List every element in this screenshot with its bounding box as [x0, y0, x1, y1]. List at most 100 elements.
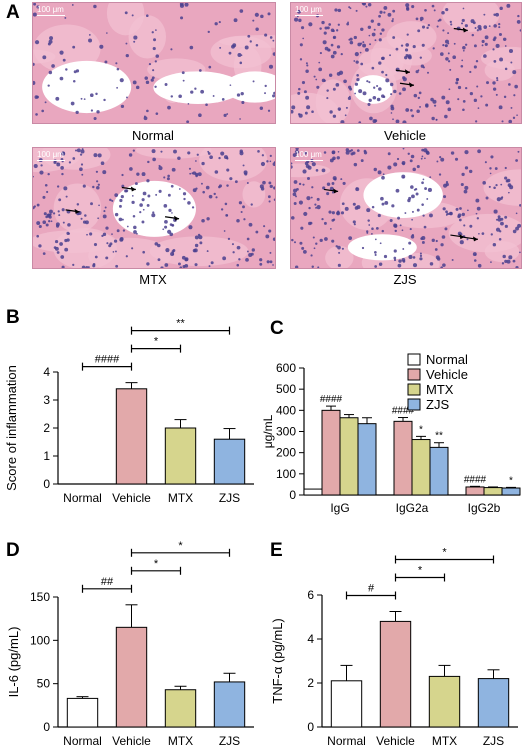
- x-tick-label-vehicle: Vehicle: [112, 491, 151, 505]
- scale-bar: [295, 160, 323, 161]
- cell-nucleus: [421, 203, 424, 206]
- cell-nucleus: [465, 86, 468, 90]
- arrow-head-icon: [408, 82, 414, 88]
- cell-nucleus: [93, 153, 98, 158]
- cell-nucleus: [193, 248, 198, 253]
- bar-mtx: [164, 689, 197, 728]
- cell-nucleus: [305, 95, 310, 100]
- cell-nucleus: [272, 39, 275, 42]
- cell-nucleus: [383, 254, 388, 259]
- cell-nucleus: [82, 184, 86, 188]
- cell-nucleus: [151, 213, 156, 218]
- cell-nucleus: [255, 27, 259, 32]
- cell-nucleus: [440, 266, 443, 268]
- cell-nucleus: [90, 202, 93, 206]
- histology-image-zjs: 100 μm: [290, 147, 522, 269]
- cell-nucleus: [355, 187, 360, 192]
- cell-nucleus: [497, 215, 501, 219]
- significance-label: *: [418, 565, 423, 577]
- significance-label: **: [435, 431, 443, 442]
- cell-nucleus: [315, 169, 319, 172]
- cell-nucleus: [167, 229, 172, 234]
- cell-nucleus: [387, 152, 391, 156]
- cell-nucleus: [424, 187, 427, 190]
- cell-nucleus: [456, 78, 459, 81]
- cell-nucleus: [367, 25, 372, 30]
- cell-nucleus: [376, 84, 379, 88]
- cell-nucleus: [360, 62, 364, 66]
- cell-nucleus: [475, 212, 478, 215]
- cell-nucleus: [504, 176, 508, 180]
- cell-nucleus: [133, 40, 136, 43]
- cell-nucleus: [311, 186, 314, 189]
- cell-nucleus: [119, 198, 123, 203]
- cell-nucleus: [241, 100, 245, 105]
- cell-nucleus: [338, 251, 341, 254]
- cell-nucleus: [447, 52, 450, 55]
- cell-nucleus: [190, 90, 194, 94]
- cell-nucleus: [80, 149, 85, 154]
- cell-nucleus: [476, 29, 479, 32]
- cell-nucleus: [136, 172, 140, 176]
- cell-nucleus: [454, 157, 459, 161]
- cell-nucleus: [240, 210, 243, 214]
- cell-nucleus: [304, 111, 308, 115]
- cell-nucleus: [40, 164, 43, 167]
- cell-nucleus: [95, 92, 98, 96]
- marrow-space: [42, 60, 132, 114]
- cell-nucleus: [295, 195, 297, 198]
- cell-nucleus: [421, 181, 424, 185]
- cell-nucleus: [119, 204, 122, 208]
- cell-nucleus: [56, 185, 60, 188]
- x-tick-label-mtx: MTX: [432, 734, 457, 748]
- cell-nucleus: [246, 250, 249, 253]
- cell-nucleus: [188, 167, 191, 170]
- legend-swatch-normal: [407, 353, 421, 366]
- cell-nucleus: [438, 173, 442, 176]
- cell-nucleus: [170, 252, 175, 257]
- cell-nucleus: [402, 120, 407, 123]
- cell-nucleus: [71, 4, 74, 6]
- cell-nucleus: [391, 204, 395, 208]
- cell-nucleus: [368, 81, 371, 84]
- significance-label: ####: [95, 354, 120, 366]
- cell-nucleus: [259, 262, 263, 266]
- cell-nucleus: [429, 213, 433, 218]
- cell-nucleus: [378, 61, 382, 65]
- cell-nucleus: [353, 35, 357, 40]
- cell-nucleus: [449, 68, 452, 71]
- cell-nucleus: [331, 239, 335, 243]
- cell-nucleus: [439, 156, 442, 159]
- cell-nucleus: [194, 172, 199, 177]
- cell-nucleus: [378, 38, 382, 42]
- cell-nucleus: [36, 234, 40, 238]
- cell-nucleus: [45, 215, 48, 219]
- cell-nucleus: [424, 8, 427, 12]
- tissue-region: [483, 169, 521, 206]
- cell-nucleus: [353, 223, 356, 226]
- cell-nucleus: [405, 53, 409, 57]
- cell-nucleus: [498, 237, 502, 241]
- cell-nucleus: [402, 77, 407, 82]
- cell-nucleus: [361, 3, 366, 5]
- cell-nucleus: [146, 203, 150, 207]
- cell-nucleus: [519, 204, 521, 207]
- cell-nucleus: [178, 94, 182, 99]
- cell-nucleus: [205, 185, 210, 190]
- cell-nucleus: [321, 20, 325, 25]
- cell-nucleus: [164, 225, 168, 229]
- cell-nucleus: [80, 97, 83, 100]
- cell-nucleus: [272, 162, 275, 167]
- cell-nucleus: [184, 264, 189, 268]
- cell-nucleus: [47, 172, 50, 176]
- cell-nucleus: [421, 148, 424, 152]
- cell-nucleus: [500, 183, 503, 186]
- cell-nucleus: [354, 92, 357, 95]
- cell-nucleus: [326, 192, 330, 196]
- cell-nucleus: [493, 209, 498, 214]
- cell-nucleus: [255, 230, 259, 234]
- y-tick-label: 2: [43, 421, 50, 435]
- x-tick-label-zjs: ZJS: [219, 734, 240, 748]
- cell-nucleus: [488, 25, 491, 28]
- cell-nucleus: [264, 84, 267, 88]
